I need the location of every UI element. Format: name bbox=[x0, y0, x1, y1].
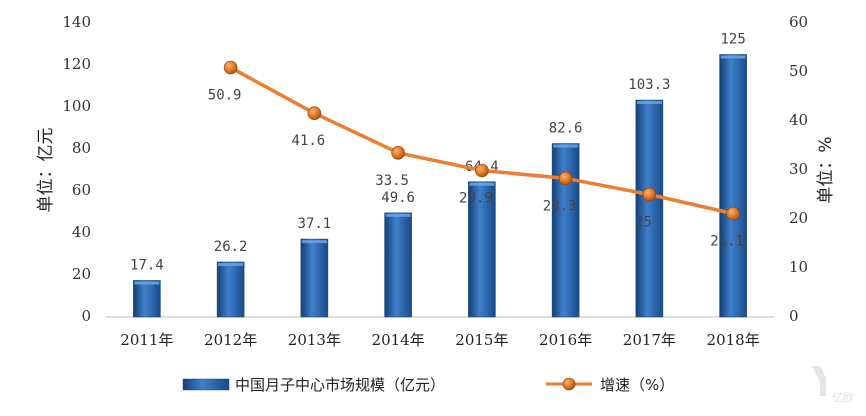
right-tick-label: 20 bbox=[789, 209, 808, 227]
left-axis-ticks: 0 20 40 60 80 100 120 140 bbox=[62, 13, 91, 325]
bar-top-highlight bbox=[553, 144, 579, 148]
growth-data-label: 41.6 bbox=[292, 133, 326, 149]
bar bbox=[551, 143, 580, 318]
x-axis-categories: 2011年 2012年 2013年 2014年 2015年 2016年 2017年 2018年 bbox=[120, 331, 759, 349]
growth-data-label: 28.3 bbox=[543, 198, 577, 214]
right-tick-label: 40 bbox=[789, 111, 808, 129]
bar-data-label: 26.2 bbox=[214, 239, 248, 255]
bar bbox=[216, 261, 245, 318]
growth-data-label: 50.9 bbox=[208, 88, 242, 104]
legend: 中国月子中心市场规模（亿元） 增速（%） bbox=[182, 376, 674, 394]
bar bbox=[384, 212, 412, 318]
bar-data-label: 37.1 bbox=[298, 216, 332, 232]
growth-data-labels: 50.9 41.6 33.5 29.9 28.3 25 21.1 bbox=[208, 88, 744, 250]
growth-point bbox=[391, 146, 405, 160]
growth-point bbox=[223, 60, 238, 75]
category-label: 2017年 bbox=[623, 331, 676, 349]
bar-top-highlight bbox=[720, 55, 746, 59]
bar-data-label: 82.6 bbox=[549, 121, 583, 137]
growth-point bbox=[558, 171, 573, 186]
left-tick-label: 40 bbox=[72, 223, 91, 241]
category-label: 2016年 bbox=[539, 331, 592, 349]
category-label: 2013年 bbox=[288, 331, 341, 349]
growth-line-series bbox=[223, 60, 740, 221]
legend-line-label: 增速（%） bbox=[600, 376, 674, 394]
watermark-text: 亿欧 bbox=[832, 391, 854, 404]
bar-top-highlight bbox=[469, 182, 495, 186]
bar bbox=[468, 181, 496, 318]
right-axis-ticks: 0 10 20 30 40 50 60 bbox=[789, 13, 808, 325]
growth-data-label: 25 bbox=[635, 215, 652, 231]
right-tick-label: 60 bbox=[789, 13, 808, 31]
category-label: 2015年 bbox=[455, 331, 508, 349]
growth-data-label: 29.9 bbox=[459, 190, 493, 206]
bar-series bbox=[133, 54, 747, 318]
left-tick-label: 20 bbox=[72, 265, 91, 283]
bar-data-label: 17.4 bbox=[130, 257, 164, 273]
left-axis-title: 单位：亿元 bbox=[36, 128, 56, 213]
left-tick-label: 140 bbox=[62, 13, 91, 31]
right-tick-label: 30 bbox=[789, 160, 808, 178]
left-tick-label: 60 bbox=[72, 181, 91, 199]
right-axis-title: 单位：% bbox=[816, 136, 836, 203]
legend-line-marker bbox=[562, 377, 576, 391]
left-tick-label: 80 bbox=[72, 139, 91, 157]
left-tick-label: 120 bbox=[62, 55, 91, 73]
category-label: 2018年 bbox=[707, 331, 760, 349]
right-tick-label: 10 bbox=[789, 258, 808, 276]
bar-data-label: 125 bbox=[720, 32, 745, 48]
growth-data-label: 33.5 bbox=[375, 173, 409, 189]
bar bbox=[719, 54, 747, 318]
bar bbox=[635, 99, 664, 318]
watermark-logo: 亿欧 bbox=[812, 366, 854, 404]
category-label: 2011年 bbox=[120, 331, 173, 349]
left-tick-label: 100 bbox=[62, 97, 91, 115]
growth-data-label: 21.1 bbox=[710, 234, 744, 250]
growth-point bbox=[475, 163, 489, 178]
bar bbox=[300, 238, 329, 318]
category-label: 2014年 bbox=[372, 331, 425, 349]
bar-top-highlight bbox=[218, 262, 244, 266]
bar-data-label: 103.3 bbox=[628, 77, 670, 93]
bar-top-highlight bbox=[134, 281, 160, 285]
growth-point bbox=[726, 206, 740, 221]
growth-point bbox=[307, 106, 322, 120]
legend-bar-label: 中国月子中心市场规模（亿元） bbox=[235, 376, 445, 394]
bar bbox=[133, 280, 161, 318]
legend-bar-swatch bbox=[182, 378, 230, 391]
left-tick-label: 0 bbox=[81, 307, 91, 325]
bar-data-label: 49.6 bbox=[381, 190, 415, 206]
growth-point bbox=[642, 187, 657, 202]
bar-top-highlight bbox=[636, 101, 662, 105]
category-label: 2012年 bbox=[204, 331, 257, 349]
right-tick-label: 50 bbox=[789, 62, 808, 80]
bar-top-highlight bbox=[385, 213, 411, 217]
bar-top-highlight bbox=[301, 240, 327, 244]
right-tick-label: 0 bbox=[789, 307, 799, 325]
